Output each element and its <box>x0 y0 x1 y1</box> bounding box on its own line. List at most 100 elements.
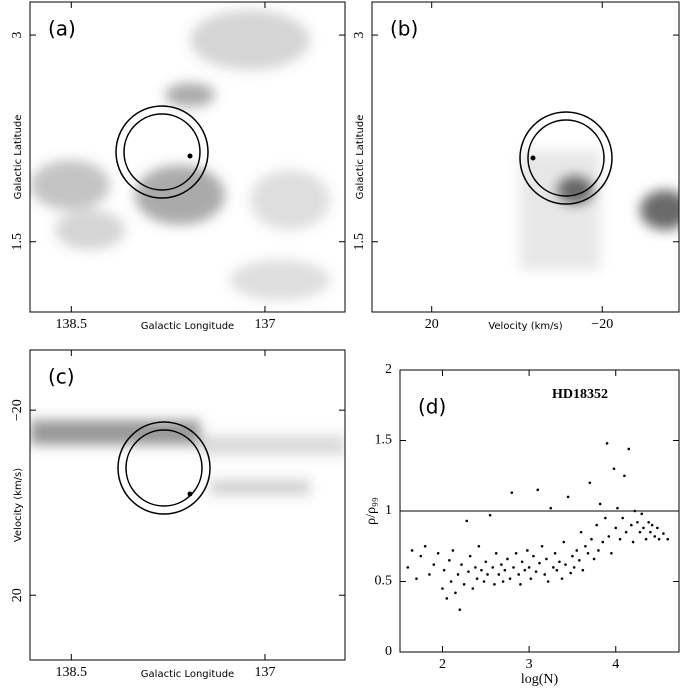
point <box>560 577 564 580</box>
point <box>520 560 524 564</box>
point <box>644 537 648 541</box>
point <box>636 520 639 524</box>
point <box>616 506 619 510</box>
point <box>549 506 553 510</box>
point <box>432 563 436 566</box>
point <box>552 566 555 569</box>
plot-frame <box>371 1 680 313</box>
point <box>597 549 600 552</box>
point <box>575 549 579 552</box>
point <box>607 535 611 538</box>
point <box>649 530 652 534</box>
y-tick-label: 3 <box>10 32 25 39</box>
point <box>491 566 495 569</box>
point <box>458 608 462 611</box>
point <box>666 537 670 541</box>
point <box>482 580 486 583</box>
point <box>605 442 609 445</box>
point <box>572 566 576 569</box>
point <box>592 557 596 561</box>
point <box>656 526 659 530</box>
point <box>612 467 616 471</box>
point <box>484 560 488 564</box>
point <box>448 559 451 562</box>
point <box>627 447 631 451</box>
y-tick-label: 1 <box>385 503 392 518</box>
point <box>494 552 498 555</box>
point <box>445 597 449 600</box>
point <box>562 540 566 544</box>
point <box>454 591 457 595</box>
panel-label: (d) <box>418 395 446 419</box>
point <box>477 544 481 548</box>
point <box>590 537 593 541</box>
point <box>500 563 503 566</box>
point <box>486 573 489 576</box>
point <box>471 587 475 590</box>
point <box>462 583 466 586</box>
point <box>534 570 538 573</box>
annotation: HD18352 <box>552 387 608 402</box>
point <box>543 573 546 576</box>
x-axis-label: log(N) <box>521 672 559 687</box>
point <box>553 552 557 555</box>
x-tick-label: 137 <box>254 317 275 332</box>
point <box>526 549 529 552</box>
point <box>558 560 561 564</box>
point <box>555 568 559 572</box>
point <box>480 568 483 572</box>
point <box>467 570 470 573</box>
point <box>640 512 644 516</box>
point <box>630 523 633 527</box>
point <box>633 509 637 513</box>
point <box>423 544 427 548</box>
point <box>631 540 635 544</box>
point <box>581 568 585 572</box>
y-axis-label: Galactic Latitude <box>13 115 24 200</box>
x-tick-label: 2 <box>439 657 446 672</box>
point <box>662 532 665 535</box>
y-axis-label: Velocity (km/s) <box>13 468 24 542</box>
x-tick-label: 138.5 <box>56 665 88 680</box>
x-axis-label: Galactic Longitude <box>141 321 234 332</box>
point <box>527 566 531 569</box>
intensity-texture <box>30 420 345 495</box>
point <box>536 488 540 492</box>
point <box>564 563 567 566</box>
point <box>451 549 455 552</box>
point <box>642 526 645 530</box>
point <box>456 573 460 576</box>
x-tick-label: 20 <box>425 317 439 332</box>
point <box>519 583 522 586</box>
y-tick-label: −20 <box>10 399 25 421</box>
point <box>618 537 622 541</box>
point <box>598 502 602 506</box>
point <box>512 566 515 569</box>
intensity-texture <box>30 10 330 300</box>
point <box>501 580 505 583</box>
point <box>468 554 472 558</box>
y-axis-label: ρ/ρ₉₉ <box>364 497 379 525</box>
y-tick-label: 2 <box>385 362 392 377</box>
y-tick-label: 20 <box>10 588 25 602</box>
point <box>497 573 501 576</box>
point <box>566 495 570 499</box>
point <box>647 520 650 524</box>
point <box>588 481 592 485</box>
point <box>460 563 463 566</box>
point <box>546 580 550 583</box>
plot-frame <box>29 349 346 661</box>
y-tick-label: 3 <box>352 32 367 39</box>
x-axis-label: Galactic Longitude <box>141 669 234 680</box>
point <box>595 523 598 527</box>
x-tick-label: 4 <box>612 657 619 672</box>
point <box>508 577 512 580</box>
point <box>449 580 453 583</box>
point <box>415 577 418 580</box>
point <box>514 552 518 555</box>
contours <box>115 105 613 515</box>
panel-label: (c) <box>48 365 75 389</box>
point <box>532 554 535 558</box>
x-axis-label: Velocity (km/s) <box>488 321 562 332</box>
